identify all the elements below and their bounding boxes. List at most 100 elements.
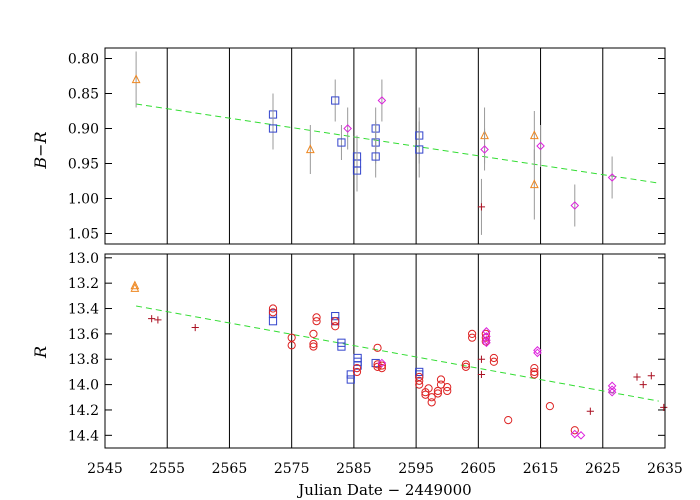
bottom-data-point-circle <box>373 343 382 352</box>
bottom-data-point-diamond <box>377 358 387 368</box>
bottom-y-tick-label: 13.4 <box>68 302 99 318</box>
bottom-y-tick-label: 13.8 <box>68 352 99 368</box>
bottom-data-point-diamond <box>533 348 542 358</box>
bottom-data-point-circle <box>352 367 362 377</box>
bottom-data-point-circle <box>427 393 436 402</box>
bottom-data-point-circle <box>352 364 362 373</box>
bottom-data-point-circle <box>427 398 436 407</box>
bottom-data-point-circle <box>461 360 470 369</box>
bottom-data-point-circle <box>377 364 386 373</box>
bottom-data-point-circle <box>530 364 539 373</box>
bottom-data-point-circle <box>530 370 539 379</box>
bottom-data-point-triangle <box>130 280 140 290</box>
bottom-data-point-circle <box>287 341 296 350</box>
top-data-point-triangle <box>131 74 141 84</box>
bottom-data-point-circle <box>377 361 386 370</box>
top-data-point-triangle <box>529 179 539 189</box>
bottom-data-point-circle <box>331 322 340 331</box>
top-y-tick-label: 0.80 <box>68 52 99 68</box>
bottom-y-tick-label: 14.4 <box>68 428 99 444</box>
bottom-data-point-circle <box>415 376 424 385</box>
top-data-point-square <box>331 96 340 105</box>
bottom-y-tick-label: 14.0 <box>68 378 99 394</box>
top-data-point-plus <box>477 203 486 211</box>
bottom-data-point-circle <box>373 362 382 371</box>
bottom-data-point-diamond <box>482 335 491 345</box>
x-tick-label: 2595 <box>398 461 434 477</box>
panel-bottom: 13.0 13.2 13.4 13.6 13.8 14.0 14.2 14.4 2545 2555… <box>68 251 683 477</box>
top-y-axis-label: B−R <box>31 131 50 169</box>
top-data-point-diamond <box>607 173 617 182</box>
top-data-point-diamond <box>480 145 489 154</box>
bottom-data-point-plus <box>660 403 668 412</box>
bottom-data-point-circle <box>268 308 278 317</box>
bottom-data-point-circle <box>433 386 442 396</box>
bottom-data-point-circle <box>268 304 278 313</box>
bottom-y-tick-label: 13.0 <box>68 251 99 267</box>
bottom-data-point-circle <box>489 357 498 366</box>
x-tick-label: 2635 <box>647 461 683 477</box>
bottom-data-point-circle <box>504 416 513 425</box>
top-y-tick-label: 0.95 <box>68 157 99 173</box>
bottom-data-point-diamond <box>607 381 617 391</box>
top-data-point-square <box>268 124 278 133</box>
panel-top: 0.80 0.85 0.90 0.95 1.00 1.05 <box>68 47 666 245</box>
bottom-y-axis-label: R <box>31 346 50 359</box>
top-data-point-square <box>352 166 362 175</box>
bottom-data-point-plus <box>639 381 647 389</box>
bottom-data-point-diamond <box>576 431 586 440</box>
bottom-data-point-diamond <box>482 338 491 348</box>
bottom-data-point-circle <box>309 339 318 349</box>
bottom-data-point-square <box>331 312 340 321</box>
bottom-data-point-plus <box>477 355 486 363</box>
bottom-data-point-circle <box>461 362 470 371</box>
bottom-data-point-plus <box>191 323 199 332</box>
bottom-data-point-plus <box>148 315 156 323</box>
bottom-data-point-circle <box>433 389 442 398</box>
top-fit-line <box>136 103 659 184</box>
bottom-data-point-circle <box>309 329 318 338</box>
top-data-point-diamond <box>570 201 580 210</box>
bottom-data-point-square <box>415 370 424 379</box>
bottom-y-tick-label: 13.2 <box>68 276 99 292</box>
top-data-point-diamond <box>377 96 387 105</box>
bottom-data-point-diamond <box>482 332 491 341</box>
bottom-data-point-circle <box>489 353 498 363</box>
bottom-fit-line <box>136 305 659 402</box>
top-y-tick-label: 1.05 <box>68 227 99 243</box>
top-data-point-triangle <box>305 144 315 154</box>
top-plot-frame <box>104 47 666 245</box>
bottom-data-point-square <box>268 317 278 326</box>
bottom-data-point-square <box>346 375 355 384</box>
bottom-data-point-circle <box>443 386 452 396</box>
top-data-point-square <box>337 138 346 147</box>
top-y-tick-label: 1.00 <box>68 192 99 208</box>
bottom-data-point-diamond <box>607 385 617 394</box>
top-y-tick-label: 0.85 <box>68 87 99 103</box>
bottom-data-point-diamond <box>570 429 580 439</box>
bottom-data-point-circle <box>436 375 446 384</box>
bottom-data-point-plus <box>633 373 641 381</box>
bottom-data-point-circle <box>468 329 477 338</box>
x-tick-label: 2585 <box>336 461 372 477</box>
bottom-data-point-circle <box>545 402 554 411</box>
bottom-y-tick-label: 13.6 <box>68 327 99 343</box>
bottom-data-point-triangle <box>130 283 140 292</box>
bottom-data-point-circle <box>468 333 477 342</box>
x-axis-label: Julian Date − 2449000 <box>296 481 471 499</box>
top-data-point-square <box>371 152 380 161</box>
bottom-data-point-diamond <box>482 327 491 336</box>
bottom-data-point-circle <box>570 426 579 435</box>
x-tick-label: 2545 <box>87 461 123 477</box>
top-data-point-diamond <box>343 124 352 133</box>
bottom-data-point-diamond <box>607 387 617 397</box>
top-data-point-square <box>415 145 424 154</box>
bottom-data-point-circle <box>443 383 452 392</box>
x-tick-label: 2565 <box>212 461 248 477</box>
bottom-data-point-circle <box>424 384 433 393</box>
top-y-tick-label: 0.90 <box>68 122 99 138</box>
bottom-data-point-circle <box>530 367 539 377</box>
bottom-data-point-plus <box>154 316 162 324</box>
bottom-plot-frame <box>104 253 666 449</box>
